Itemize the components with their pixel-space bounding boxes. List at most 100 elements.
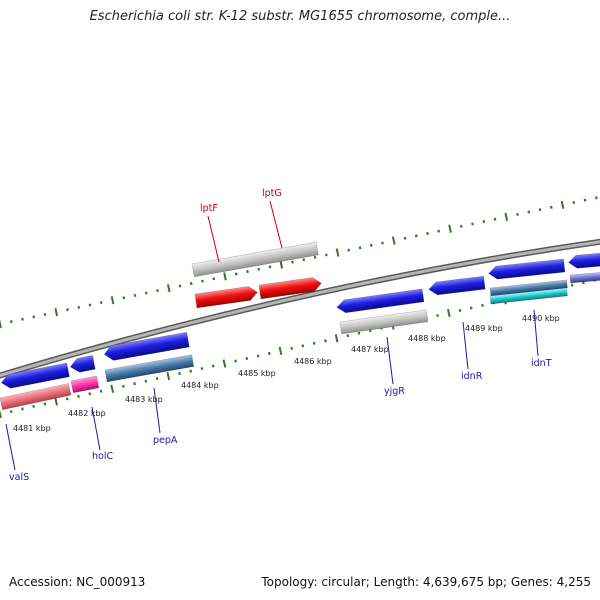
gene-label-leader bbox=[269, 200, 283, 249]
edge-gene-arrow bbox=[568, 252, 600, 269]
gene-label-yjgR: yjgR bbox=[384, 386, 405, 397]
gene-label-pepA: pepA bbox=[153, 435, 178, 446]
outer-scale-minor-tick bbox=[77, 305, 81, 309]
outer-scale-minor-tick bbox=[212, 277, 216, 281]
outer-scale-minor-tick bbox=[66, 308, 69, 312]
yjgR-pseudo-bar-shape bbox=[339, 309, 429, 335]
outer-scale-minor-tick bbox=[324, 253, 328, 257]
kbp-scale-label: 4490 kbp bbox=[522, 314, 560, 323]
kbp-scale-label: 4482 kbp bbox=[68, 409, 106, 418]
edge-cds-bar bbox=[569, 271, 600, 284]
lptG-pseudo-gene bbox=[191, 241, 319, 278]
gene-features bbox=[0, 241, 600, 411]
outer-scale-minor-tick bbox=[381, 241, 384, 245]
outer-scale-minor-tick bbox=[594, 196, 598, 200]
valS-gene-arrow bbox=[0, 362, 70, 389]
outer-scale-minor-tick bbox=[471, 222, 474, 226]
lptG-pseudo-gene-shape bbox=[191, 241, 319, 278]
outer-scale-minor-tick bbox=[516, 212, 519, 216]
idnR-gene-arrow bbox=[428, 275, 486, 296]
outer-scale-major-tick bbox=[391, 236, 396, 245]
outer-scale-minor-tick bbox=[133, 293, 137, 297]
idnR-cds-bar-shape bbox=[489, 279, 568, 297]
idnT-cds-bar-shape bbox=[489, 287, 568, 305]
inner-scale-major-tick bbox=[110, 384, 115, 393]
inner-scale-minor-tick bbox=[436, 314, 439, 318]
outer-scale-minor-tick bbox=[403, 236, 407, 240]
outer-scale-minor-tick bbox=[482, 220, 486, 224]
outer-scale-minor-tick bbox=[426, 231, 429, 236]
outer-scale-minor-tick bbox=[313, 255, 317, 259]
inner-scale-major-tick bbox=[222, 359, 227, 368]
idnT-gene-arrow bbox=[488, 258, 566, 280]
inner-scale-minor-tick bbox=[234, 359, 237, 363]
outer-scale-minor-tick bbox=[549, 205, 553, 209]
inner-scale-minor-tick bbox=[570, 283, 574, 287]
outer-scale-major-tick bbox=[0, 319, 2, 329]
yjgR-gene-arrow-shape bbox=[336, 288, 425, 314]
valS-cds-bar-shape bbox=[0, 383, 72, 411]
outer-scale-minor-tick bbox=[493, 217, 497, 221]
pepA-cds-bar-shape bbox=[104, 354, 195, 383]
gene-label-leader bbox=[533, 309, 539, 357]
holC-cds-bar bbox=[70, 375, 100, 394]
accession-text: Accession: NC_000913 bbox=[9, 575, 146, 589]
kbp-scale-label: 4489 kbp bbox=[465, 324, 503, 333]
inner-scale-major-tick bbox=[446, 308, 451, 318]
chromosome-backbone bbox=[0, 238, 600, 379]
inner-scale-minor-tick bbox=[469, 306, 473, 310]
inner-scale-minor-tick bbox=[43, 402, 47, 406]
scale-labels: 4481 kbp 4482 kbp 4483 kbp 4484 kbp 4485 kbp… bbox=[13, 314, 560, 433]
outer-scale-minor-tick bbox=[257, 267, 261, 271]
inner-scale-minor-tick bbox=[77, 394, 80, 398]
outer-scale-major-tick bbox=[279, 260, 284, 269]
inner-scale-minor-tick bbox=[458, 308, 462, 313]
outer-scale-minor-tick bbox=[178, 284, 182, 288]
outer-scale-major-tick bbox=[223, 272, 227, 281]
inner-scale-minor-tick bbox=[357, 331, 361, 335]
pepA-gene-arrow-shape bbox=[103, 331, 190, 361]
gene-label-holC: holC bbox=[92, 451, 113, 462]
outer-scale-major-tick bbox=[110, 296, 115, 305]
yjgR-pseudo-bar bbox=[339, 309, 429, 335]
gene-label-leader bbox=[462, 321, 469, 370]
inner-scale-major-tick bbox=[166, 371, 171, 381]
inner-scale-minor-tick bbox=[312, 341, 316, 345]
outer-scale-minor-tick bbox=[189, 281, 193, 286]
outer-scale-major-tick bbox=[335, 248, 340, 257]
inner-scale-minor-tick bbox=[21, 407, 24, 411]
holC-cds-bar-shape bbox=[70, 375, 100, 394]
gene-label-leader bbox=[5, 423, 16, 471]
pepA-cds-bar bbox=[104, 354, 195, 383]
outer-scale-minor-tick bbox=[572, 201, 576, 205]
lptG-gene-arrow bbox=[258, 277, 322, 300]
inner-scale-minor-tick bbox=[189, 369, 193, 373]
inner-scale-minor-tick bbox=[178, 372, 181, 376]
map-title: Escherichia coli str. K-12 substr. MG165… bbox=[89, 9, 511, 24]
inner-scale-minor-tick bbox=[324, 339, 327, 343]
inner-scale-minor-tick bbox=[481, 303, 484, 307]
outer-scale-minor-tick bbox=[21, 317, 24, 321]
outer-scale-minor-tick bbox=[156, 289, 159, 293]
inner-scale-minor-tick bbox=[144, 379, 148, 383]
outer-scale-minor-tick bbox=[88, 303, 92, 307]
lptG-gene-arrow-shape bbox=[258, 277, 322, 300]
inner-scale-minor-tick bbox=[122, 384, 125, 388]
outer-scale-minor-tick bbox=[43, 312, 47, 316]
gene-labels: lptF lptG valS holC pepA yjgR idnR idnT bbox=[5, 188, 552, 483]
kbp-scale-label: 4486 kbp bbox=[294, 357, 332, 366]
outer-scale-minor-tick bbox=[268, 265, 272, 269]
gene-label-leader bbox=[91, 406, 101, 451]
yjgR-gene-arrow bbox=[336, 288, 425, 314]
idnT-cds-bar bbox=[489, 287, 568, 305]
outer-scale-minor-tick bbox=[369, 243, 373, 247]
outer-scale-major-tick bbox=[54, 307, 59, 317]
idnT-gene-arrow-shape bbox=[488, 258, 566, 280]
inner-scale-minor-tick bbox=[290, 346, 294, 350]
outer-scale-minor-tick bbox=[437, 229, 441, 233]
outer-scale-minor-tick bbox=[583, 198, 587, 202]
outer-scale-minor-tick bbox=[9, 320, 13, 324]
outer-scale-minor-tick bbox=[527, 210, 531, 214]
outer-scale-minor-tick bbox=[459, 224, 463, 228]
